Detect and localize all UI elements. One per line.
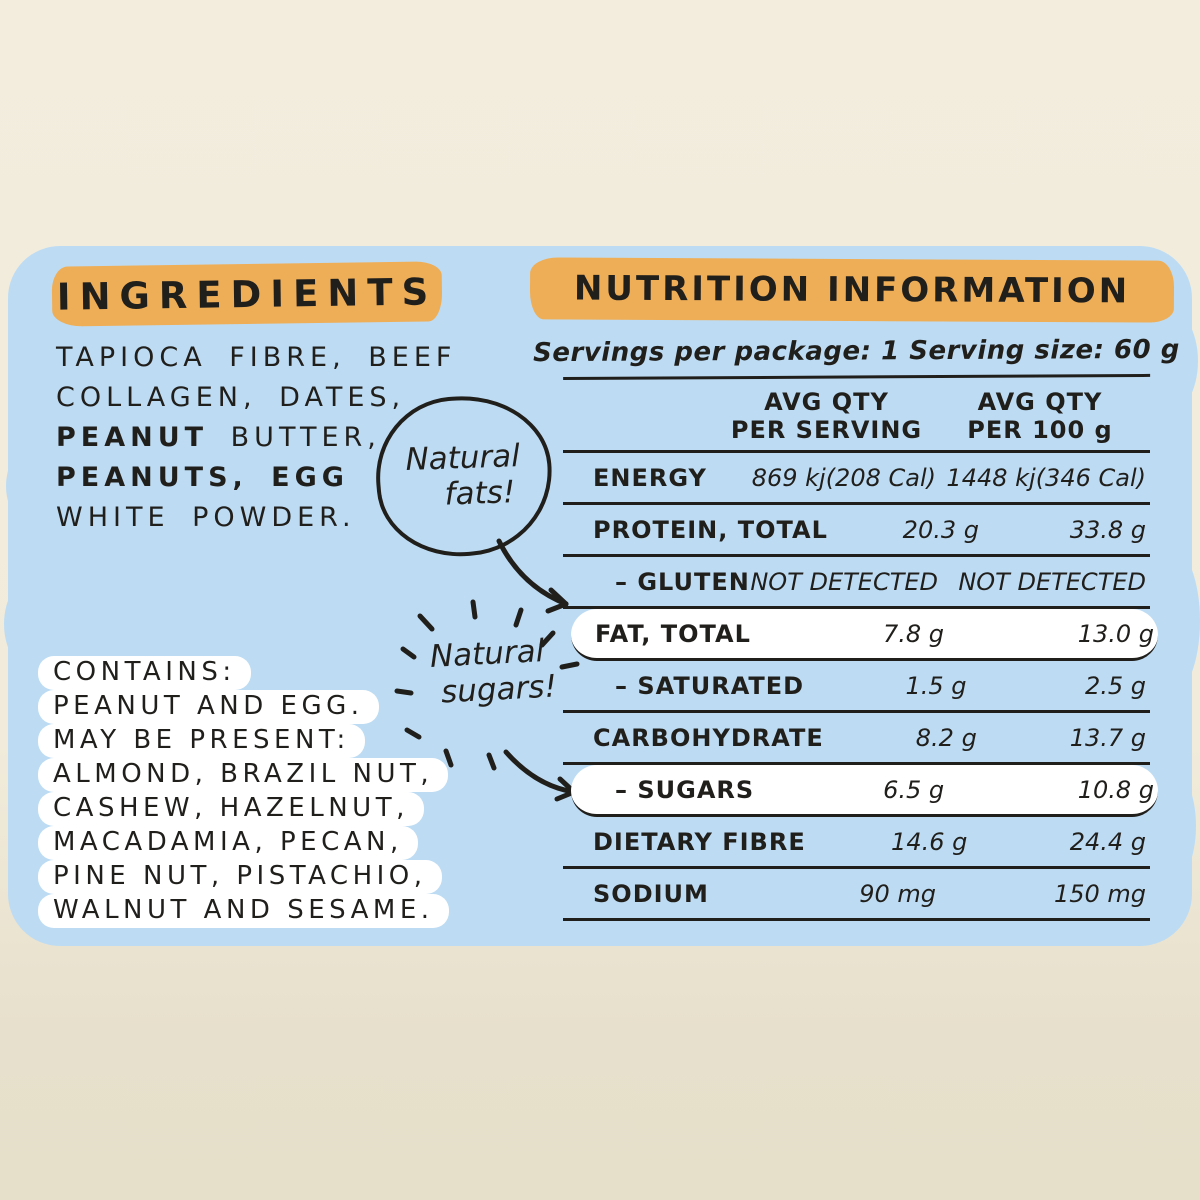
panel-blob xyxy=(10,336,66,406)
table-row-sugars-highlighted: – SUGARS 6.5 g 10.8 g xyxy=(571,765,1158,817)
allergen-line: CONTAINS: xyxy=(38,656,251,690)
allergen-line: PINE NUT, PISTACHIO, xyxy=(38,860,442,894)
allergen-line: WALNUT AND SESAME. xyxy=(38,894,449,928)
panel-blob xyxy=(1132,306,1198,416)
nutrition-title-text: NUTRITION INFORMATION xyxy=(573,268,1131,312)
table-row-gluten: – GLUTEN NOT DETECTED NOT DETECTED xyxy=(563,557,1150,609)
ingredients-line: PEANUTS, EGG xyxy=(56,462,349,493)
table-row-protein: PROTEIN, TOTAL 20.3 g 33.8 g xyxy=(563,505,1150,557)
panel-blob xyxy=(6,441,76,531)
table-row-carbohydrate: CARBOHYDRATE 8.2 g 13.7 g xyxy=(563,713,1150,765)
ingredients-title: INGREDIENTS xyxy=(51,261,443,327)
nutrition-title: NUTRITION INFORMATION xyxy=(529,257,1175,323)
ingredients-title-text: INGREDIENTS xyxy=(56,269,438,319)
table-row-sodium: SODIUM 90 mg 150 mg xyxy=(563,869,1150,921)
natural-fats-text: Natural xyxy=(404,438,521,479)
natural-sugars-callout: Natural sugars! xyxy=(396,631,580,712)
nutrition-table: Servings per package: 1 Serving size: 60… xyxy=(533,324,1180,921)
servings-line: Servings per package: 1 Serving size: 60… xyxy=(533,324,1180,380)
allergen-line: CASHEW, HAZELNUT, xyxy=(38,792,424,826)
ingredients-line: COLLAGEN, DATES, xyxy=(56,382,406,413)
allergen-line: ALMOND, BRAZIL NUT, xyxy=(38,758,449,792)
ingredients-list: TAPIOCA FIBRE, BEEF COLLAGEN, DATES, PEA… xyxy=(56,338,506,538)
ingredients-line: TAPIOCA FIBRE, BEEF xyxy=(56,342,457,373)
allergen-line: MACADAMIA, PECAN, xyxy=(38,826,418,860)
allergen-statement: CONTAINS: PEANUT AND EGG. MAY BE PRESENT… xyxy=(38,656,508,928)
col-header-per-serving: AVG QTY PER SERVING xyxy=(730,388,923,444)
col-header-per-100g: AVG QTY PER 100 g xyxy=(967,388,1113,444)
ingredients-line: PEANUT BUTTER, xyxy=(56,422,381,453)
natural-fats-text: fats! xyxy=(443,474,516,513)
table-row-fat-highlighted: FAT, TOTAL 7.8 g 13.0 g xyxy=(571,609,1158,661)
table-row-dietary-fibre: DIETARY FIBRE 14.6 g 24.4 g xyxy=(563,817,1150,869)
allergen-line: PEANUT AND EGG. xyxy=(38,690,379,724)
ingredients-line: WHITE POWDER. xyxy=(56,502,356,533)
nutrition-column-headers: AVG QTY PER SERVING AVG QTY PER 100 g xyxy=(563,380,1150,453)
table-row-energy: ENERGY 869 kj(208 Cal) 1448 kj(346 Cal) xyxy=(563,453,1150,505)
table-row-saturated: – SATURATED 1.5 g 2.5 g xyxy=(563,661,1150,713)
allergen-line: MAY BE PRESENT: xyxy=(38,724,365,758)
